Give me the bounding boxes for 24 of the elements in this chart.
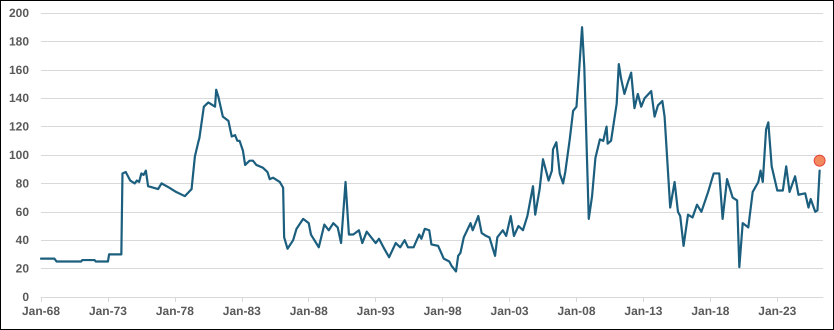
y-tick-label: 200 [8, 6, 30, 20]
x-tick-label: Jan-93 [356, 304, 396, 318]
x-tick-label: Jan-98 [424, 304, 462, 318]
x-tick-label: Jan-73 [88, 304, 128, 318]
y-tick-label: 60 [16, 204, 30, 219]
x-tick-label: Jan-08 [557, 304, 596, 318]
y-tick-label: 0 [22, 290, 30, 304]
x-tick-label: Jan-88 [290, 304, 328, 318]
x-tick-label: Jan-03 [490, 304, 529, 318]
line-series [40, 26, 821, 273]
y-tick-label: 160 [8, 62, 30, 77]
y-tick-label: 80 [16, 176, 30, 190]
x-tick-label: Jan-83 [222, 304, 262, 318]
x-tick-label: Jan-18 [691, 304, 730, 318]
x-tick-label: Jan-13 [624, 304, 663, 318]
y-tick-label: 20 [16, 262, 30, 276]
y-tick-label: 120 [8, 120, 30, 134]
x-tick-label: Jan-78 [156, 304, 194, 318]
y-tick-label: 100 [8, 148, 30, 162]
y-tick-label: 140 [8, 91, 30, 106]
x-tick-label: Jan-23 [758, 304, 797, 318]
y-tick-label: 180 [8, 34, 30, 48]
y-tick-label: 40 [16, 233, 30, 248]
x-tick-label: Jan-68 [22, 304, 60, 318]
